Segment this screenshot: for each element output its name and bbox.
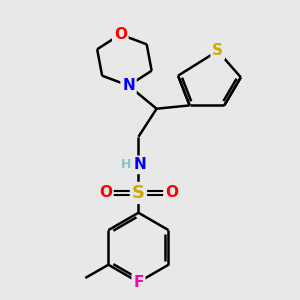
Text: N: N: [134, 158, 146, 172]
Text: F: F: [133, 274, 144, 290]
Text: S: S: [212, 44, 223, 59]
Text: O: O: [114, 27, 127, 42]
Text: H: H: [121, 158, 131, 171]
Text: S: S: [132, 184, 145, 202]
Text: O: O: [99, 185, 112, 200]
Text: N: N: [122, 78, 135, 93]
Text: O: O: [165, 185, 178, 200]
